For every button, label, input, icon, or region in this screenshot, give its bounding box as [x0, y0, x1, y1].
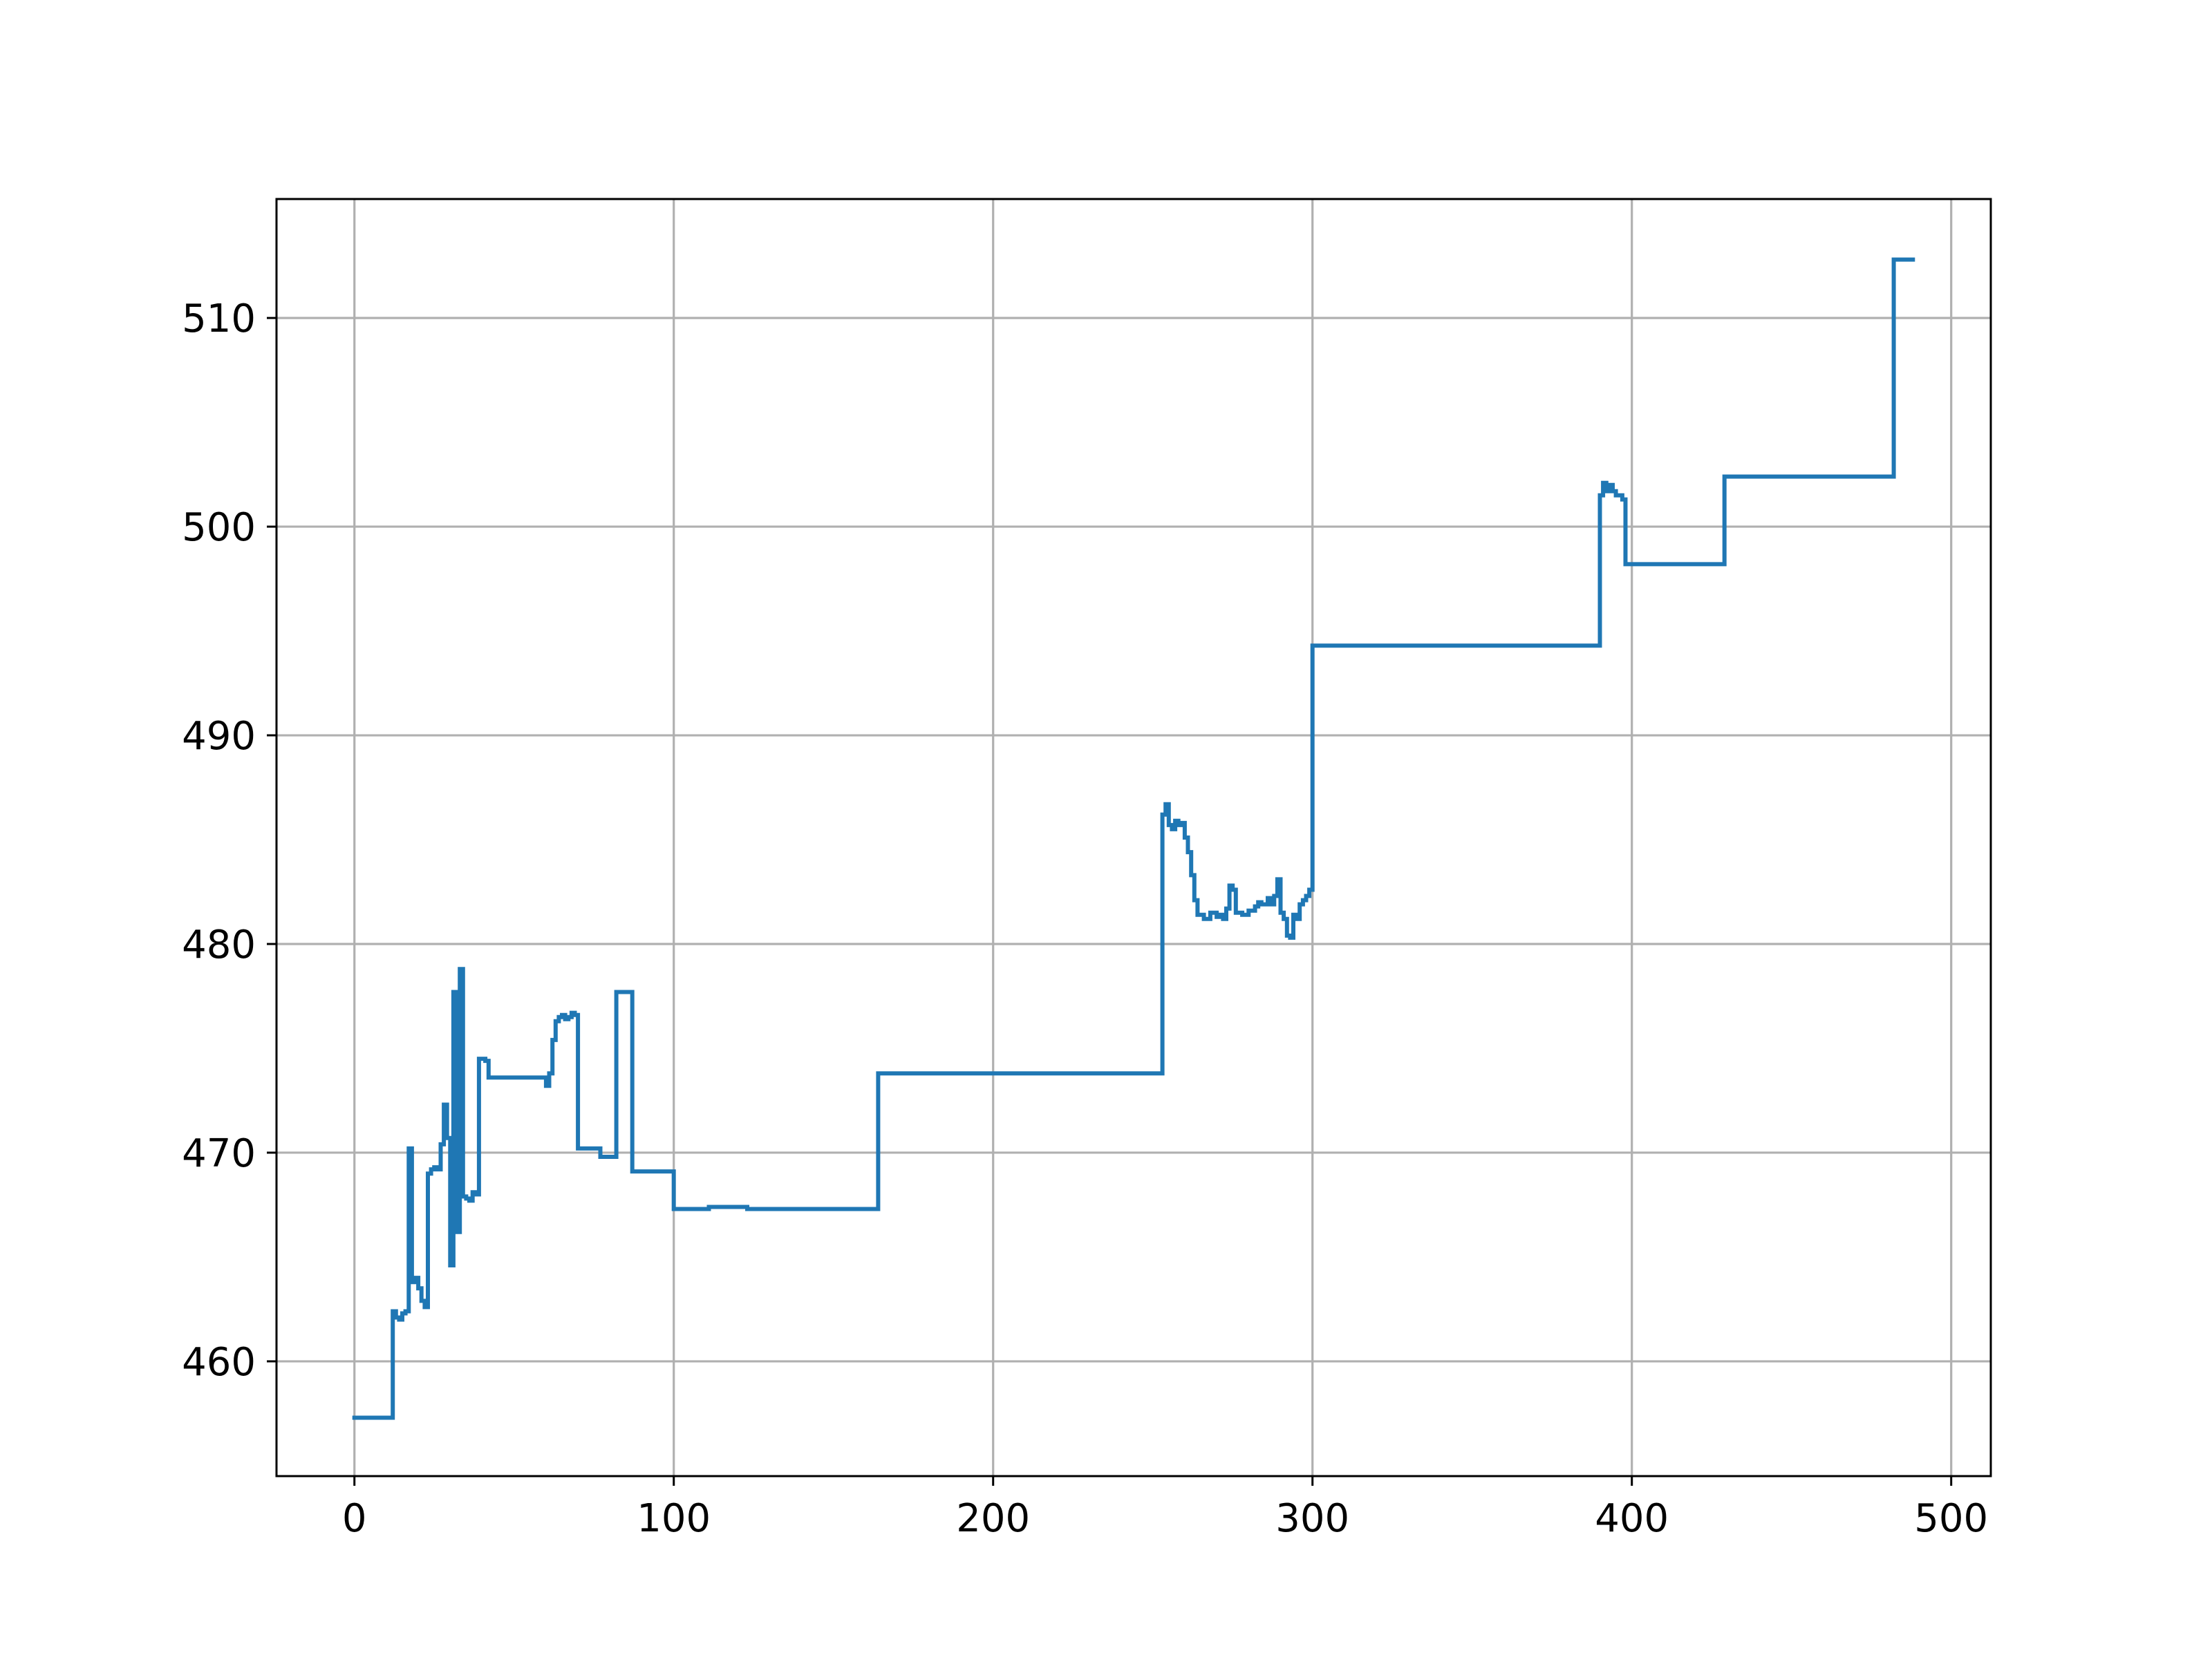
y-tick-label: 490	[182, 714, 256, 759]
x-tick-label: 200	[956, 1496, 1030, 1541]
ticks: 0 100 200 300 400 500 460 470 480 490 500 510	[182, 296, 1988, 1541]
x-tick-label: 500	[1914, 1496, 1988, 1541]
y-tick-label: 460	[182, 1340, 256, 1385]
y-tick-label: 500	[182, 505, 256, 550]
series-line	[352, 257, 1915, 1420]
y-tick-label: 510	[182, 296, 256, 341]
axes-frame	[275, 198, 1992, 1477]
y-tick-label: 470	[182, 1131, 256, 1176]
x-tick-label: 400	[1595, 1496, 1669, 1541]
x-tick-label: 0	[342, 1496, 367, 1541]
y-tick-label: 480	[182, 923, 256, 967]
x-tick-label: 300	[1275, 1496, 1349, 1541]
series-layer	[352, 257, 1915, 1420]
x-tick-label: 100	[637, 1496, 711, 1541]
grid	[276, 199, 1991, 1476]
